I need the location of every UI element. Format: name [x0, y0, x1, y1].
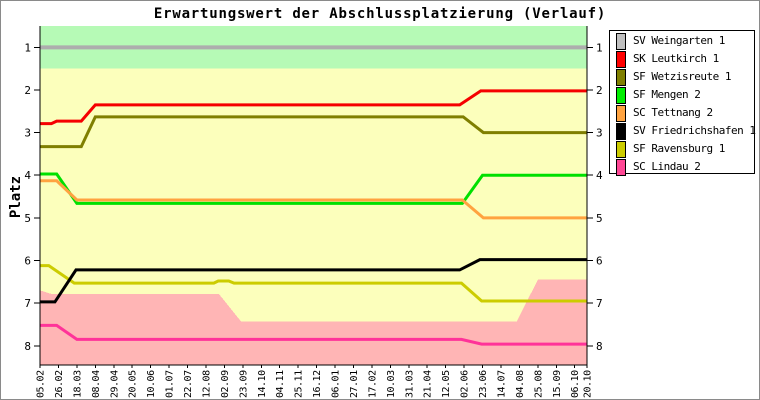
- x-tick-label: 25.11: [294, 370, 305, 398]
- x-tick-label: 12.08: [201, 370, 212, 398]
- x-tick-label: 29.04: [109, 370, 120, 398]
- legend-label: SF Wetzisreute 1: [633, 70, 731, 83]
- series-line-sc-tettnang-2: [40, 179, 587, 220]
- x-tick-label: 21.04: [423, 370, 434, 398]
- x-tick-label: 16.12: [312, 370, 323, 398]
- legend-swatch-icon: [616, 140, 626, 158]
- x-tick-label: 04.11: [275, 370, 286, 398]
- series-line-sk-leutkirch-1: [40, 89, 587, 126]
- series-line-sc-lindau-2: [40, 323, 587, 346]
- legend-label: SV Friedrichshafen 1: [633, 124, 756, 137]
- y-tick-label-left: 6: [24, 255, 31, 268]
- y-tick-label-right: 8: [596, 340, 603, 353]
- x-tick-label: 14.07: [496, 370, 507, 398]
- y-tick-label-left: 4: [24, 169, 31, 182]
- x-tick-label: 08.04: [91, 370, 102, 398]
- legend-label: SC Lindau 2: [633, 160, 701, 173]
- legend-label: SC Tettnang 2: [633, 106, 713, 119]
- y-tick-label-right: 6: [596, 255, 603, 268]
- x-tick-label: 23.06: [478, 370, 489, 398]
- y-tick-label-left: 7: [24, 297, 31, 310]
- legend-label: SV Weingarten 1: [633, 34, 725, 47]
- x-tick-label: 15.09: [552, 370, 563, 398]
- x-tick-label: 22.07: [183, 370, 194, 398]
- series-line-sf-wetzisreute-1: [40, 115, 587, 149]
- x-tick-label: 18.03: [72, 370, 83, 398]
- y-tick-label-right: 2: [596, 84, 603, 97]
- legend: SV Weingarten 1 SK Leutkirch 1 SF Wetzisre…: [609, 30, 756, 176]
- x-tick-label: 01.07: [165, 370, 176, 398]
- x-tick-label: 26.02: [54, 370, 65, 398]
- y-tick-label-left: 1: [24, 41, 31, 54]
- legend-item: SK Leutkirch 1: [610, 50, 754, 68]
- y-tick-label-left: 2: [24, 84, 31, 97]
- legend-item: SF Mengen 2: [610, 86, 754, 104]
- x-tick-label: 02.06: [460, 370, 471, 398]
- x-tick-label: 12.05: [441, 370, 452, 398]
- x-tick-label: 31.03: [404, 370, 415, 398]
- y-tick-label-right: 7: [596, 297, 603, 310]
- legend-label: SF Mengen 2: [633, 88, 701, 101]
- chart-title: Erwartungswert der Abschlussplatzierung …: [153, 6, 607, 22]
- legend-item: SV Weingarten 1: [610, 32, 754, 50]
- x-tick-label: 23.09: [238, 370, 249, 398]
- legend-label: SK Leutkirch 1: [633, 52, 719, 65]
- x-tick-label: 06.01: [331, 370, 342, 398]
- x-tick-label: 20.10: [583, 370, 594, 398]
- x-tick-label: 05.02: [36, 370, 47, 398]
- legend-swatch-icon: [616, 50, 626, 68]
- x-tick-label: 17.02: [367, 370, 378, 398]
- legend-swatch-icon: [616, 68, 626, 86]
- y-tick-label-left: 5: [24, 212, 31, 225]
- legend-item: SF Ravensburg 1: [610, 140, 754, 158]
- legend-swatch-icon: [616, 158, 626, 176]
- legend-item: SC Tettnang 2: [610, 104, 754, 122]
- x-tick-label: 04.08: [515, 370, 526, 398]
- x-tick-label: 02.09: [220, 370, 231, 398]
- y-tick-label-left: 8: [24, 340, 31, 353]
- series-line-sf-ravensburg-1: [40, 264, 587, 303]
- x-tick-label: 14.10: [257, 370, 268, 398]
- y-tick-label-right: 3: [596, 127, 603, 140]
- x-tick-label: 20.05: [128, 370, 139, 398]
- legend-item: SV Friedrichshafen 1: [610, 122, 756, 140]
- legend-swatch-icon: [616, 104, 626, 122]
- legend-swatch-icon: [616, 32, 626, 50]
- x-tick-label: 10.06: [146, 370, 157, 398]
- legend-swatch-icon: [616, 122, 626, 140]
- legend-label: SF Ravensburg 1: [633, 142, 725, 155]
- x-tick-label: 10.03: [386, 370, 397, 398]
- legend-item: SF Wetzisreute 1: [610, 68, 754, 86]
- y-tick-label-right: 4: [596, 169, 603, 182]
- series-line-sf-mengen-2: [40, 172, 587, 205]
- y-tick-label-right: 1: [596, 41, 603, 54]
- legend-item: SC Lindau 2: [610, 158, 754, 176]
- y-tick-label-right: 5: [596, 212, 603, 225]
- x-tick-label: 27.01: [349, 370, 360, 398]
- band-bottom-zone: [40, 279, 587, 365]
- legend-swatch-icon: [616, 86, 626, 104]
- y-tick-label-left: 3: [24, 127, 31, 140]
- x-tick-label: 25.08: [533, 370, 544, 398]
- series-line-sv-friedrichshafen-1: [40, 258, 587, 304]
- x-tick-label: 06.10: [570, 370, 581, 398]
